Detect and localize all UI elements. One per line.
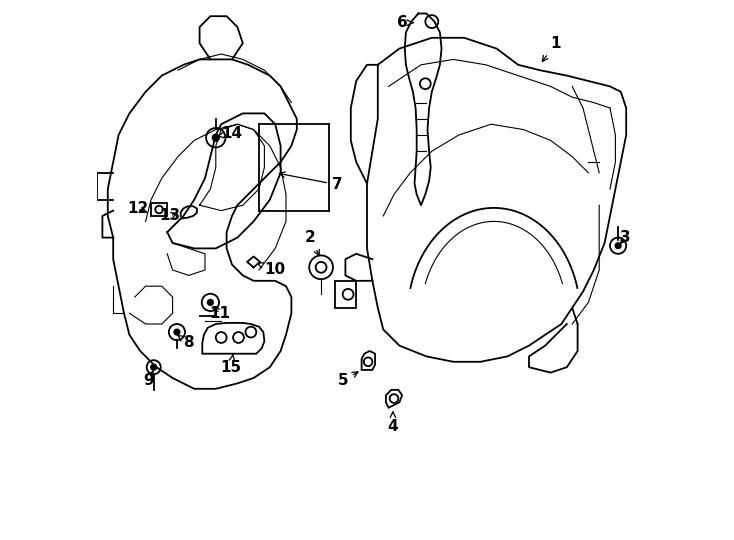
Text: 14: 14 xyxy=(218,126,242,141)
Circle shape xyxy=(151,364,156,370)
Text: 15: 15 xyxy=(220,354,241,375)
Text: 6: 6 xyxy=(396,15,413,30)
Text: 11: 11 xyxy=(210,306,230,321)
Text: 8: 8 xyxy=(178,335,194,350)
Text: 1: 1 xyxy=(542,36,562,62)
Circle shape xyxy=(174,329,180,335)
Text: 7: 7 xyxy=(280,172,343,192)
Text: 12: 12 xyxy=(127,201,148,216)
Text: 3: 3 xyxy=(619,230,631,245)
Circle shape xyxy=(208,300,213,305)
Text: 4: 4 xyxy=(388,412,399,434)
Text: 2: 2 xyxy=(305,230,319,255)
Text: 5: 5 xyxy=(338,372,358,388)
Text: 13: 13 xyxy=(159,208,181,224)
Text: 10: 10 xyxy=(258,262,286,278)
Circle shape xyxy=(213,134,219,141)
Circle shape xyxy=(615,243,621,248)
Text: 9: 9 xyxy=(143,370,153,388)
